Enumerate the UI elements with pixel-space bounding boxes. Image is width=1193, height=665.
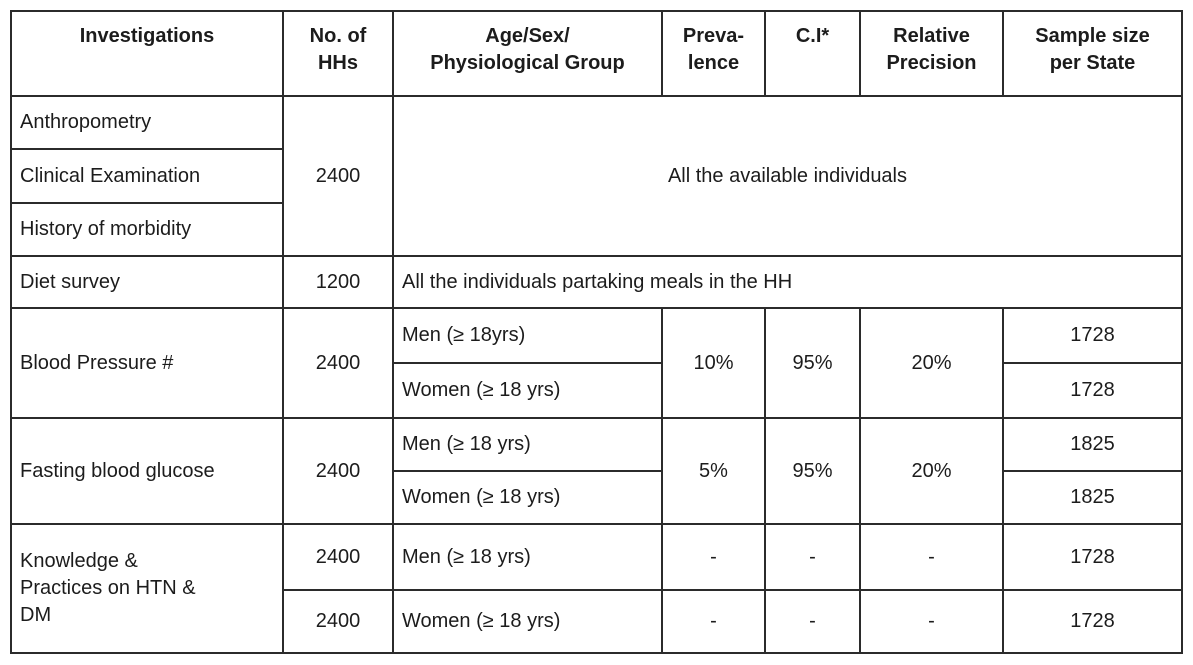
cell-kp-relative-precision-men: - xyxy=(859,523,1004,591)
cell-kp-label: Knowledge & Practices on HTN & DM xyxy=(10,523,284,654)
cell-kp-relative-precision-women: - xyxy=(859,589,1004,654)
cell-kp-sample-women: 1728 xyxy=(1002,589,1183,654)
table-row: History of morbidity xyxy=(10,202,1182,257)
cell-bp-relative-precision: 20% xyxy=(859,307,1004,419)
header-prevalence: Preva- lence xyxy=(661,10,766,97)
cell-kp-ci-men: - xyxy=(764,523,861,591)
cell-kp-ci-women: - xyxy=(764,589,861,654)
table-row: Anthropometry 2400 All the available ind… xyxy=(10,95,1183,257)
cell-kp-group-women: Women (≥ 18 yrs) xyxy=(392,589,663,654)
cell-fbg-sample-men: 1825 xyxy=(1002,417,1183,472)
cell-kp-hhs-women: 2400 xyxy=(282,589,394,654)
cell-fbg-sample-women: 1825 xyxy=(1002,470,1183,525)
table-row: Clinical Examination xyxy=(10,148,1182,204)
table-row: Women (≥ 18 yrs) 1825 xyxy=(11,470,1183,525)
cell-anthro-block-hhs: 2400 xyxy=(282,95,394,257)
header-row: Investigations No. of HHs Age/Sex/ Physi… xyxy=(10,10,1183,97)
cell-anthro-block-group: All the available individuals xyxy=(392,95,1183,257)
header-ci: C.I* xyxy=(764,10,861,97)
cell-bp-prevalence: 10% xyxy=(661,307,766,419)
table-row: 2400 Women (≥ 18 yrs) - - - 1728 xyxy=(11,589,1183,654)
cell-anthropometry: Anthropometry xyxy=(10,95,284,150)
table-row: Blood Pressure # 2400 Men (≥ 18yrs) 10% … xyxy=(10,307,1183,419)
cell-fbg-ci: 95% xyxy=(764,417,861,525)
cell-kp-prevalence-men: - xyxy=(661,523,766,591)
cell-bp-label: Blood Pressure # xyxy=(10,307,284,419)
cell-fbg-label: Fasting blood glucose xyxy=(10,417,284,525)
table-row: Knowledge & Practices on HTN & DM 2400 M… xyxy=(10,523,1183,654)
cell-history-of-morbidity: History of morbidity xyxy=(10,202,284,257)
cell-diet-survey: Diet survey xyxy=(10,255,284,309)
cell-diet-group: All the individuals partaking meals in t… xyxy=(392,255,1183,309)
cell-diet-hhs: 1200 xyxy=(282,255,394,309)
cell-fbg-prevalence: 5% xyxy=(661,417,766,525)
cell-kp-hhs-men: 2400 xyxy=(282,523,394,591)
cell-bp-group-men: Men (≥ 18yrs) xyxy=(392,307,663,364)
table-row: Fasting blood glucose 2400 Men (≥ 18 yrs… xyxy=(10,417,1183,525)
cell-fbg-group-men: Men (≥ 18 yrs) xyxy=(392,417,663,472)
header-sample-size: Sample size per State xyxy=(1002,10,1183,97)
header-age-sex-group: Age/Sex/ Physiological Group xyxy=(392,10,663,97)
survey-sampling-table: Investigations No. of HHs Age/Sex/ Physi… xyxy=(10,10,1183,654)
header-relative-precision: Relative Precision xyxy=(859,10,1004,97)
cell-kp-group-men: Men (≥ 18 yrs) xyxy=(392,523,663,591)
cell-kp-sample-men: 1728 xyxy=(1002,523,1183,591)
cell-bp-hhs: 2400 xyxy=(282,307,394,419)
cell-bp-sample-women: 1728 xyxy=(1002,362,1183,419)
table-row: Women (≥ 18 yrs) 1728 xyxy=(11,362,1183,419)
cell-bp-ci: 95% xyxy=(764,307,861,419)
header-no-of-hhs: No. of HHs xyxy=(282,10,394,97)
cell-bp-group-women: Women (≥ 18 yrs) xyxy=(392,362,663,419)
table-row: Diet survey 1200 All the individuals par… xyxy=(10,255,1183,309)
cell-bp-sample-men: 1728 xyxy=(1002,307,1183,364)
cell-kp-prevalence-women: - xyxy=(661,589,766,654)
header-investigations: Investigations xyxy=(10,10,284,97)
cell-clinical-examination: Clinical Examination xyxy=(10,148,284,204)
cell-fbg-relative-precision: 20% xyxy=(859,417,1004,525)
cell-fbg-group-women: Women (≥ 18 yrs) xyxy=(392,470,663,525)
cell-fbg-hhs: 2400 xyxy=(282,417,394,525)
